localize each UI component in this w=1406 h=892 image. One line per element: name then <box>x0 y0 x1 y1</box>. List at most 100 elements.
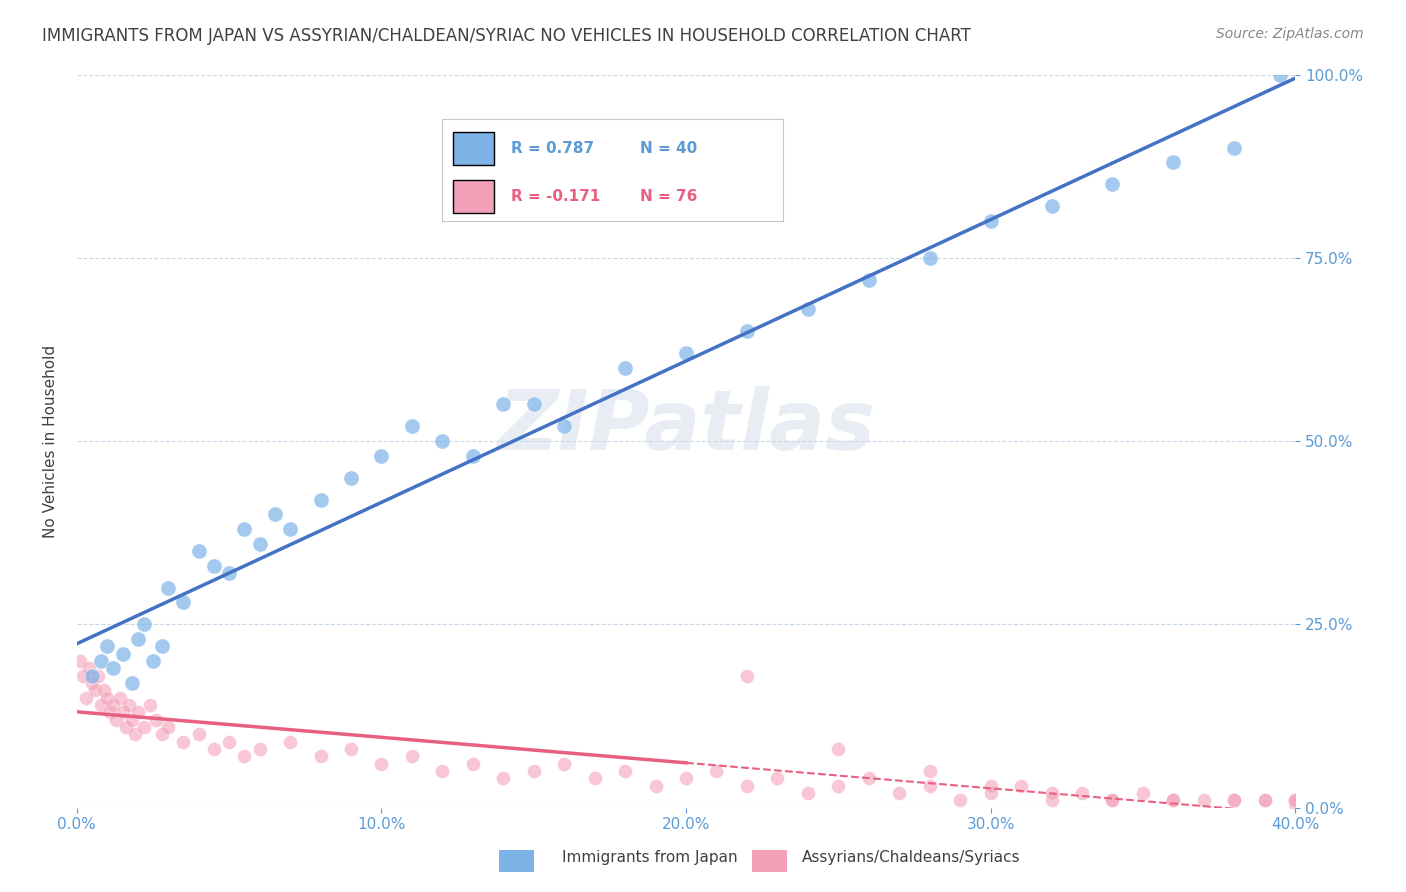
Point <box>370 449 392 463</box>
Point <box>90 654 112 668</box>
Point <box>889 786 911 800</box>
Point <box>1284 793 1306 807</box>
Point <box>132 720 155 734</box>
Point <box>980 779 1002 793</box>
Point <box>766 772 789 786</box>
Point <box>614 764 637 778</box>
Point <box>1223 793 1246 807</box>
Point <box>93 683 115 698</box>
Point <box>187 544 209 558</box>
Point <box>401 419 423 434</box>
Point <box>432 764 454 778</box>
Point <box>278 734 301 748</box>
Point <box>172 734 194 748</box>
Point <box>278 522 301 536</box>
Point <box>858 273 880 287</box>
Point <box>1223 793 1246 807</box>
Point <box>553 756 575 771</box>
Point <box>82 669 104 683</box>
Point <box>187 727 209 741</box>
Point <box>249 537 271 551</box>
Point <box>553 419 575 434</box>
Point <box>139 698 162 712</box>
Point <box>233 522 256 536</box>
Point <box>108 690 131 705</box>
Point <box>675 772 697 786</box>
Point <box>121 676 143 690</box>
Point <box>583 772 606 786</box>
Point <box>132 617 155 632</box>
Point <box>461 756 484 771</box>
Point <box>370 756 392 771</box>
Point <box>96 690 118 705</box>
Point <box>124 727 146 741</box>
Point <box>127 706 149 720</box>
Point <box>263 508 285 522</box>
Point <box>150 727 173 741</box>
Text: IMMIGRANTS FROM JAPAN VS ASSYRIAN/CHALDEAN/SYRIAC NO VEHICLES IN HOUSEHOLD CORRE: IMMIGRANTS FROM JAPAN VS ASSYRIAN/CHALDE… <box>42 27 972 45</box>
Point <box>117 698 139 712</box>
Point <box>218 734 240 748</box>
Point <box>432 434 454 449</box>
Point <box>401 749 423 764</box>
Point <box>340 471 363 485</box>
Point <box>614 360 637 375</box>
Point <box>309 492 332 507</box>
Point <box>145 713 167 727</box>
Point <box>735 324 758 338</box>
Point <box>172 595 194 609</box>
Point <box>157 720 180 734</box>
Point <box>82 676 104 690</box>
Point <box>492 397 515 411</box>
Point <box>1101 793 1123 807</box>
Point <box>202 558 225 573</box>
Point <box>1163 793 1185 807</box>
Point <box>96 640 118 654</box>
Point <box>827 742 849 756</box>
Y-axis label: No Vehicles in Household: No Vehicles in Household <box>44 344 58 538</box>
Point <box>121 713 143 727</box>
Point <box>309 749 332 764</box>
Point <box>1223 141 1246 155</box>
Point <box>233 749 256 764</box>
Point <box>461 449 484 463</box>
Point <box>797 302 820 317</box>
Point <box>340 742 363 756</box>
Point <box>1010 779 1032 793</box>
Point <box>492 772 515 786</box>
Point <box>218 566 240 580</box>
Point <box>918 764 941 778</box>
Point <box>249 742 271 756</box>
Point <box>90 698 112 712</box>
Text: Assyrians/Chaldeans/Syriacs: Assyrians/Chaldeans/Syriacs <box>801 850 1019 865</box>
Point <box>142 654 165 668</box>
Point <box>103 661 125 675</box>
Point <box>150 640 173 654</box>
Point <box>949 793 972 807</box>
Point <box>105 713 128 727</box>
Point <box>157 581 180 595</box>
Point <box>735 669 758 683</box>
Point <box>1163 793 1185 807</box>
Point <box>100 706 122 720</box>
Point <box>675 346 697 360</box>
Point <box>918 779 941 793</box>
Point <box>1101 793 1123 807</box>
Point <box>1132 786 1154 800</box>
Point <box>1040 199 1063 213</box>
Point <box>735 779 758 793</box>
Point <box>1254 793 1277 807</box>
Point <box>644 779 666 793</box>
Point <box>1284 797 1306 811</box>
Point <box>103 698 125 712</box>
Point <box>1040 793 1063 807</box>
Point <box>706 764 728 778</box>
Point <box>918 251 941 265</box>
Text: Immigrants from Japan: Immigrants from Japan <box>562 850 738 865</box>
Point <box>1163 155 1185 169</box>
Point <box>1101 178 1123 192</box>
Point <box>858 772 880 786</box>
Point <box>1268 68 1291 82</box>
Point <box>980 786 1002 800</box>
Point <box>111 647 134 661</box>
